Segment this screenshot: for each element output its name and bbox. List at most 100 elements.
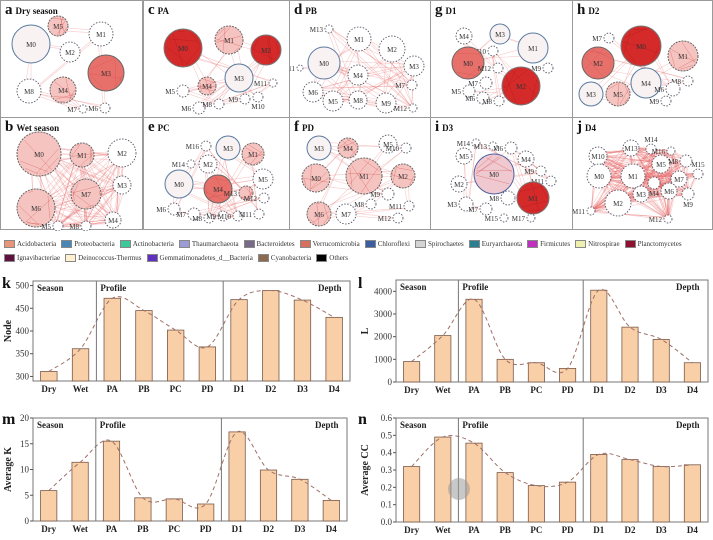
module-node: M5: [606, 82, 630, 106]
section-label: Profile: [462, 282, 488, 292]
module-label: M4: [202, 83, 212, 91]
module-label: M10: [386, 145, 400, 153]
module-node: M7: [67, 105, 87, 114]
x-tick-label: Wet: [73, 384, 89, 394]
bar-Wet: [435, 437, 451, 522]
y-tick-label: 2000: [374, 332, 393, 342]
x-tick-label: D3: [297, 384, 308, 394]
bar-PC: [528, 363, 544, 382]
module-node: M6: [307, 202, 331, 226]
module-node: M3: [633, 186, 649, 202]
module-label: M4: [343, 145, 353, 153]
panel-letter: f: [294, 119, 299, 135]
module-label: M6: [31, 205, 41, 213]
legend-swatch: [147, 254, 158, 262]
module-label: M5: [459, 153, 469, 161]
legend-swatch: [244, 240, 255, 248]
module-node: M10: [386, 143, 411, 153]
module-label: M4: [108, 217, 118, 225]
y-tick-label: 0.5: [381, 430, 393, 440]
trend-line: [49, 431, 332, 508]
trend-line: [412, 289, 693, 373]
y-tick-label: 5: [25, 490, 30, 500]
network-panel-d: M13M1M2M0M11M4M3M7M6M5M8M9M12dPB: [289, 0, 431, 118]
section-label: Season: [400, 420, 427, 430]
module-node: M12: [478, 63, 503, 73]
panel-letter: d: [294, 2, 302, 18]
module-node: M2: [108, 139, 136, 167]
bar-PA: [104, 298, 120, 381]
module-label: M8: [24, 88, 34, 96]
module-node: M2: [251, 35, 281, 65]
legend-label: Thaumarchaeota: [192, 240, 239, 248]
module-node: M2: [199, 155, 217, 173]
module-label: M11: [239, 211, 252, 219]
module-label: M8: [69, 223, 79, 231]
legend-label: Nitrospirae: [588, 240, 620, 248]
section-label: Season: [37, 420, 64, 430]
module-label: M9: [228, 96, 238, 104]
module-label: M12: [478, 65, 492, 73]
bar-D4: [323, 500, 339, 521]
panel-letter: c: [148, 2, 155, 18]
module-node: M2: [605, 190, 631, 216]
module-label: M4: [58, 87, 68, 95]
legend-swatch: [469, 240, 480, 248]
x-tick-label: Dry: [41, 384, 56, 394]
network-panel-g: M4M3M1M10M0M12M9M2M7M5M6M8gD1: [430, 0, 573, 118]
module-label: M2: [117, 150, 127, 158]
module-node: M9: [649, 96, 671, 106]
y-tick-label: 400: [16, 326, 30, 336]
module-node: M0: [164, 29, 202, 67]
module-label: M14: [457, 140, 471, 148]
module-label: M12: [244, 195, 258, 203]
module-node: M1: [621, 164, 645, 188]
module-node: M1: [347, 27, 371, 51]
x-tick-label: PD: [562, 385, 574, 395]
x-tick-label: D1: [593, 525, 604, 535]
module-node: M8: [349, 91, 367, 109]
module-label: M0: [34, 151, 44, 159]
module-label: M5: [258, 176, 268, 184]
module-node: M8: [202, 99, 224, 109]
module-label: M2: [398, 173, 408, 181]
x-tick-label: Dry: [404, 525, 419, 535]
module-label: M0: [594, 173, 604, 181]
module-node: M2: [60, 42, 80, 62]
module-label: M1: [628, 173, 638, 181]
module-node: M9: [524, 166, 546, 176]
module-label: M5: [165, 88, 175, 96]
bar-D3: [292, 479, 308, 521]
module-label: M7: [176, 211, 186, 219]
legend-item: Chloroflexi: [365, 240, 410, 248]
y-tick-label: 0.0: [381, 517, 393, 527]
panel-letter: n: [358, 411, 367, 428]
module-node: M13: [623, 140, 639, 156]
module-label: M5: [53, 23, 63, 31]
module-node: M5: [165, 85, 189, 97]
module-label: M2: [516, 83, 526, 91]
y-tick-label: 0.2: [381, 482, 392, 492]
y-tick-label: 0: [25, 516, 30, 526]
module-label: M7: [341, 211, 351, 219]
legend-item: Bacteroidetes: [244, 240, 295, 248]
module-label: M9: [370, 191, 380, 199]
module-node: M0: [165, 170, 193, 198]
module-label: M15: [691, 161, 705, 169]
x-tick-label: Wet: [435, 525, 451, 535]
legend-label: Cyanobacteria: [271, 254, 311, 262]
module-label: M1: [528, 195, 538, 203]
module-label: M1: [224, 37, 234, 45]
module-node: M0: [474, 154, 514, 194]
module-node: M4: [198, 77, 216, 95]
legend-swatch: [527, 240, 538, 248]
legend-swatch: [300, 240, 311, 248]
bar-PD: [559, 368, 575, 382]
bar-PB: [136, 311, 152, 381]
